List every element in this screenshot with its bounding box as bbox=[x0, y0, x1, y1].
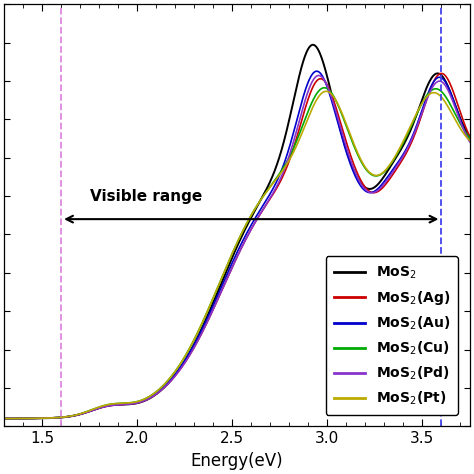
MoS$_2$(Pt) bbox=[30, 416, 36, 421]
MoS$_2$(Au) bbox=[298, 102, 304, 108]
MoS$_2$(Cu) bbox=[467, 135, 473, 141]
Legend: MoS$_2$, MoS$_2$(Ag), MoS$_2$(Au), MoS$_2$(Cu), MoS$_2$(Pd), MoS$_2$(Pt): MoS$_2$, MoS$_2$(Ag), MoS$_2$(Au), MoS$_… bbox=[326, 256, 458, 415]
MoS$_2$ bbox=[355, 175, 361, 181]
MoS$_2$(Au) bbox=[314, 68, 319, 74]
MoS$_2$(Pd) bbox=[355, 175, 361, 181]
X-axis label: Energy(eV): Energy(eV) bbox=[191, 452, 283, 470]
MoS$_2$(Pt) bbox=[403, 133, 409, 139]
MoS$_2$(Ag) bbox=[272, 189, 277, 194]
MoS$_2$(Cu) bbox=[284, 159, 290, 164]
MoS$_2$(Au) bbox=[1, 416, 7, 421]
MoS$_2$ bbox=[467, 134, 473, 140]
MoS$_2$(Ag) bbox=[355, 170, 360, 176]
Line: MoS$_2$: MoS$_2$ bbox=[4, 45, 470, 419]
MoS$_2$(Ag) bbox=[1, 416, 7, 421]
MoS$_2$(Ag) bbox=[30, 416, 36, 421]
MoS$_2$(Pt) bbox=[298, 133, 304, 139]
Line: MoS$_2$(Pt): MoS$_2$(Pt) bbox=[4, 91, 470, 419]
MoS$_2$(Cu) bbox=[30, 416, 36, 421]
MoS$_2$ bbox=[298, 67, 304, 73]
Line: MoS$_2$(Pd): MoS$_2$(Pd) bbox=[4, 75, 470, 419]
MoS$_2$(Pt) bbox=[323, 89, 329, 94]
MoS$_2$(Cu) bbox=[403, 135, 409, 141]
Line: MoS$_2$(Ag): MoS$_2$(Ag) bbox=[4, 73, 470, 419]
MoS$_2$(Cu) bbox=[298, 128, 304, 133]
MoS$_2$ bbox=[1, 416, 7, 421]
MoS$_2$(Au) bbox=[403, 147, 409, 153]
Line: MoS$_2$(Cu): MoS$_2$(Cu) bbox=[4, 88, 470, 419]
MoS$_2$(Ag) bbox=[298, 120, 304, 126]
MoS$_2$(Cu) bbox=[355, 152, 361, 158]
MoS$_2$(Pd) bbox=[1, 416, 7, 421]
MoS$_2$ bbox=[403, 138, 409, 144]
MoS$_2$(Pd) bbox=[30, 416, 36, 421]
MoS$_2$(Pd) bbox=[316, 73, 322, 78]
MoS$_2$(Pt) bbox=[355, 151, 361, 156]
Text: Visible range: Visible range bbox=[90, 189, 202, 204]
Line: MoS$_2$(Au): MoS$_2$(Au) bbox=[4, 71, 470, 419]
MoS$_2$(Cu) bbox=[1, 416, 7, 421]
MoS$_2$(Pd) bbox=[403, 149, 409, 155]
MoS$_2$(Pt) bbox=[1, 416, 7, 421]
MoS$_2$(Cu) bbox=[321, 85, 327, 91]
MoS$_2$ bbox=[272, 168, 277, 174]
MoS$_2$(Au) bbox=[272, 183, 277, 189]
MoS$_2$ bbox=[30, 416, 36, 421]
MoS$_2$(Au) bbox=[30, 416, 36, 421]
MoS$_2$(Au) bbox=[355, 179, 361, 184]
MoS$_2$(Ag) bbox=[402, 152, 408, 158]
MoS$_2$(Cu) bbox=[272, 178, 277, 183]
MoS$_2$ bbox=[284, 127, 290, 133]
MoS$_2$(Pt) bbox=[284, 161, 290, 167]
MoS$_2$(Pd) bbox=[467, 139, 473, 145]
MoS$_2$(Pd) bbox=[298, 112, 304, 118]
MoS$_2$ bbox=[310, 42, 316, 47]
MoS$_2$(Ag) bbox=[284, 164, 290, 170]
MoS$_2$(Au) bbox=[467, 138, 473, 144]
MoS$_2$(Ag) bbox=[438, 71, 444, 76]
MoS$_2$(Pd) bbox=[272, 188, 277, 193]
MoS$_2$(Pt) bbox=[467, 138, 473, 144]
MoS$_2$(Au) bbox=[284, 153, 290, 158]
MoS$_2$(Ag) bbox=[467, 134, 473, 139]
MoS$_2$(Pt) bbox=[272, 179, 277, 184]
MoS$_2$(Pd) bbox=[284, 160, 290, 165]
